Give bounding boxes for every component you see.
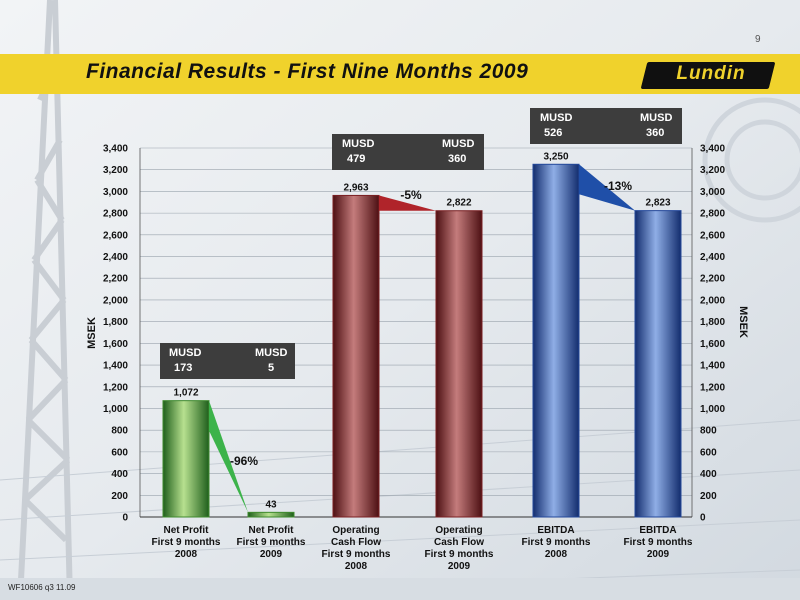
bar [532, 163, 580, 518]
x-category-label: First 9 months [322, 549, 391, 560]
y-tick-label-left: 1,200 [103, 382, 128, 393]
y-tick-label-right: 2,200 [700, 274, 725, 285]
x-category-label: 2009 [260, 549, 283, 560]
y-tick-label-left: 800 [111, 426, 128, 437]
y-tick-label-right: 3,200 [700, 165, 725, 176]
y-tick-label-right: 3,400 [700, 144, 725, 155]
bar [634, 210, 682, 518]
y-tick-label-right: 800 [700, 426, 717, 437]
y-tick-label-left: 200 [111, 491, 128, 502]
x-category-label: First 9 months [425, 549, 494, 560]
musd-value-left: 479 [347, 153, 366, 165]
musd-value-right: 5 [268, 362, 275, 374]
y-tick-label-right: 1,400 [700, 361, 725, 372]
x-category-label: First 9 months [152, 537, 221, 548]
y-tick-label-right: 1,600 [700, 339, 725, 350]
y-tick-label-left: 0 [122, 513, 128, 524]
musd-box-ebitda: MUSD MUSD 526 360 [530, 108, 682, 144]
musd-header-right: MUSD [640, 112, 673, 124]
y-tick-label-right: 1,800 [700, 317, 725, 328]
page-number: 9 [755, 34, 761, 45]
y-axis-title-left: MSEK [86, 317, 98, 349]
y-tick-label-left: 600 [111, 447, 128, 458]
musd-value-right: 360 [448, 153, 467, 165]
y-tick-label-right: 400 [700, 469, 717, 480]
change-label: -5% [400, 188, 422, 202]
y-tick-label-left: 2,000 [103, 295, 128, 306]
change-label: -13% [604, 179, 632, 193]
musd-header-right: MUSD [255, 347, 288, 359]
x-category-label: 2009 [448, 561, 471, 572]
musd-header-left: MUSD [342, 138, 375, 150]
musd-box-cash-flow: MUSD MUSD 479 360 [332, 134, 484, 170]
change-arrow [379, 195, 436, 211]
y-tick-label-left: 2,400 [103, 252, 128, 263]
y-tick-label-right: 2,400 [700, 252, 725, 263]
bar-value-label: 2,823 [645, 198, 670, 209]
bar-value-label: 2,963 [343, 182, 368, 193]
musd-header-left: MUSD [540, 112, 573, 124]
musd-value-left: 173 [174, 362, 193, 374]
y-axis-title-right: MSEK [737, 306, 749, 338]
musd-value-left: 526 [544, 127, 563, 139]
x-category-label: Operating [435, 525, 482, 536]
x-category-label: 2008 [545, 549, 568, 560]
bar-value-label: 1,072 [173, 388, 198, 399]
y-tick-label-right: 3,000 [700, 187, 725, 198]
y-tick-label-left: 1,400 [103, 361, 128, 372]
y-tick-label-right: 600 [700, 447, 717, 458]
musd-box-net-profit: MUSD MUSD 173 5 [160, 343, 295, 379]
footer-code: WF10606 q3 11.09 [8, 583, 76, 592]
change-label: -96% [230, 454, 258, 468]
x-category-label: 2008 [345, 561, 368, 572]
bar-value-label: 43 [265, 499, 277, 510]
x-category-label: First 9 months [624, 537, 693, 548]
y-tick-label-left: 2,600 [103, 230, 128, 241]
y-tick-label-left: 1,600 [103, 339, 128, 350]
bar [162, 400, 210, 518]
y-tick-label-left: 2,200 [103, 274, 128, 285]
x-category-label: Net Profit [249, 525, 295, 536]
bar [332, 194, 380, 518]
y-tick-label-left: 1,800 [103, 317, 128, 328]
x-category-label: EBITDA [639, 525, 676, 536]
y-tick-label-left: 2,800 [103, 209, 128, 220]
y-tick-label-left: 400 [111, 469, 128, 480]
bar [435, 210, 483, 518]
helipad-graphic [702, 97, 800, 223]
y-tick-label-right: 0 [700, 513, 706, 524]
logo: Lundin [676, 63, 746, 84]
musd-header-right: MUSD [442, 138, 475, 150]
x-category-label: EBITDA [537, 525, 574, 536]
change-arrow [209, 400, 248, 513]
x-category-label: 2008 [175, 549, 198, 560]
y-tick-label-right: 2,800 [700, 209, 725, 220]
y-tick-label-right: 200 [700, 491, 717, 502]
y-tick-label-left: 1,000 [103, 404, 128, 415]
x-category-label: First 9 months [237, 537, 306, 548]
y-tick-label-right: 2,000 [700, 295, 725, 306]
musd-value-right: 360 [646, 127, 665, 139]
y-tick-label-left: 3,200 [103, 165, 128, 176]
y-tick-label-left: 3,400 [103, 144, 128, 155]
bar [247, 511, 295, 518]
bar-value-label: 2,822 [446, 198, 471, 209]
bar-value-label: 3,250 [543, 151, 568, 162]
x-category-label: Cash Flow [331, 537, 381, 548]
x-category-label: 2009 [647, 549, 670, 560]
page-title: Financial Results - First Nine Months 20… [86, 60, 529, 83]
x-category-label: Cash Flow [434, 537, 484, 548]
y-tick-label-left: 3,000 [103, 187, 128, 198]
x-category-label: Net Profit [164, 525, 210, 536]
derrick-silhouette [17, 0, 73, 600]
x-category-label: First 9 months [522, 537, 591, 548]
change-arrow [579, 164, 635, 211]
y-tick-label-right: 1,200 [700, 382, 725, 393]
y-tick-label-right: 2,600 [700, 230, 725, 241]
y-tick-label-right: 1,000 [700, 404, 725, 415]
musd-header-left: MUSD [169, 347, 202, 359]
x-category-label: Operating [332, 525, 379, 536]
